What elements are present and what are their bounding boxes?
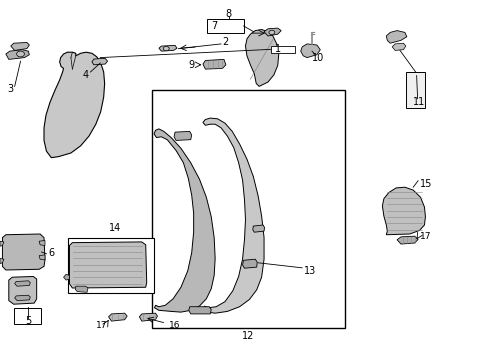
Text: 4: 4 [82, 70, 88, 80]
Polygon shape [245, 30, 278, 86]
Polygon shape [39, 240, 45, 246]
Polygon shape [139, 313, 157, 321]
Circle shape [268, 30, 274, 35]
Polygon shape [242, 259, 257, 268]
Text: 2: 2 [222, 37, 228, 48]
Polygon shape [11, 42, 29, 50]
Bar [151, 90, 344, 328]
Text: 1: 1 [275, 44, 281, 54]
Polygon shape [92, 58, 107, 65]
Bar [206, 19, 243, 33]
Polygon shape [69, 242, 146, 288]
Text: 3: 3 [8, 84, 14, 94]
Circle shape [163, 46, 169, 51]
Text: 8: 8 [225, 9, 231, 19]
Text: 15: 15 [419, 179, 431, 189]
Polygon shape [9, 276, 37, 304]
Text: 12: 12 [242, 330, 254, 341]
Polygon shape [203, 59, 225, 69]
Polygon shape [44, 52, 104, 158]
Text: 17: 17 [419, 233, 430, 242]
Polygon shape [252, 225, 264, 232]
Text: 10: 10 [311, 53, 324, 63]
Text: 17: 17 [96, 321, 107, 330]
Text: 11: 11 [412, 96, 425, 107]
Polygon shape [0, 258, 4, 264]
Bar [68, 238, 154, 293]
Polygon shape [15, 281, 30, 286]
Polygon shape [154, 129, 215, 312]
Polygon shape [188, 307, 211, 314]
Circle shape [17, 51, 24, 57]
Polygon shape [63, 274, 69, 280]
Polygon shape [75, 286, 88, 292]
Polygon shape [396, 236, 417, 244]
Polygon shape [391, 43, 405, 50]
Polygon shape [39, 255, 45, 260]
Text: 16: 16 [168, 321, 180, 330]
Text: 7: 7 [210, 21, 217, 31]
Polygon shape [15, 295, 30, 301]
Polygon shape [6, 50, 29, 59]
Polygon shape [386, 31, 406, 43]
Bar [271, 46, 294, 53]
Polygon shape [0, 241, 4, 246]
Bar [14, 308, 41, 324]
Polygon shape [2, 234, 45, 270]
Text: 6: 6 [48, 248, 54, 258]
Polygon shape [159, 45, 177, 51]
Polygon shape [174, 131, 191, 140]
Bar [405, 72, 425, 108]
Polygon shape [203, 118, 264, 313]
Text: 14: 14 [108, 222, 121, 233]
Text: 9: 9 [188, 60, 194, 70]
Polygon shape [300, 44, 320, 58]
Polygon shape [382, 187, 425, 235]
Polygon shape [264, 28, 281, 36]
Text: 13: 13 [304, 266, 316, 276]
Text: 5: 5 [25, 316, 31, 326]
Polygon shape [108, 313, 127, 321]
